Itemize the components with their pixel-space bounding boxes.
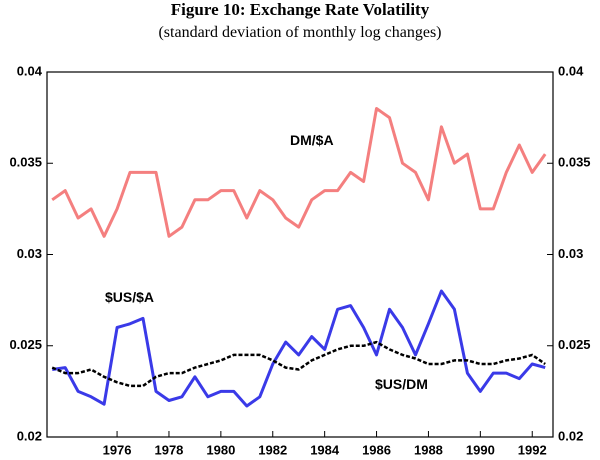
- series-label: $US/DM: [375, 376, 428, 392]
- x-tick-label: 1992: [518, 442, 547, 457]
- x-tick-label: 1978: [154, 442, 183, 457]
- series-line: [51, 340, 546, 388]
- x-tick-label: 1990: [466, 442, 495, 457]
- series-label: $US/$A: [105, 289, 154, 305]
- series-line: [51, 289, 546, 408]
- y-tick-label: 0.035: [9, 155, 42, 170]
- series-line: [51, 107, 547, 238]
- x-tick-label: 1986: [362, 442, 391, 457]
- y2-tick-label: 0.035: [558, 155, 591, 170]
- plot-frame: [46, 71, 554, 438]
- x-tick-label: 1988: [414, 442, 443, 457]
- y-tick-label: 0.02: [17, 428, 42, 443]
- x-tick-label: 1984: [310, 442, 340, 457]
- x-tick-label: 1976: [103, 442, 132, 457]
- y-tick-label: 0.04: [17, 63, 43, 78]
- y2-tick-label: 0.03: [558, 246, 583, 261]
- y2-tick-label: 0.02: [558, 428, 583, 443]
- x-tick-label: 1980: [206, 442, 235, 457]
- y-tick-label: 0.025: [9, 337, 42, 352]
- series-label: DM/$A: [290, 132, 334, 148]
- x-tick-label: 1982: [258, 442, 287, 457]
- chart-title: Figure 10: Exchange Rate Volatility: [171, 0, 430, 19]
- y2-tick-label: 0.025: [558, 337, 591, 352]
- y2-tick-label: 0.04: [558, 63, 584, 78]
- chart-subtitle: (standard deviation of monthly log chang…: [158, 24, 441, 41]
- y-tick-label: 0.03: [17, 246, 42, 261]
